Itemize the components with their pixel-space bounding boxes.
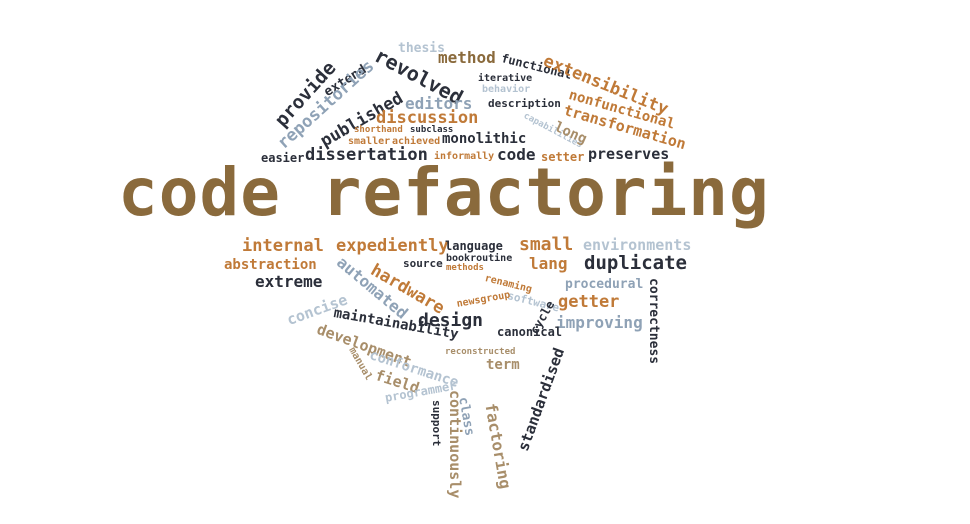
word-procedural: procedural: [565, 277, 644, 292]
word-dissertation: dissertation: [305, 145, 428, 165]
word-small: small: [519, 234, 574, 255]
word-description: description: [488, 97, 561, 110]
word-editors: editors: [405, 94, 473, 113]
word-factoring: factoring: [481, 401, 516, 491]
word-informally: informally: [434, 151, 495, 162]
word-methods: methods: [446, 263, 484, 273]
word-thesis: thesis: [398, 41, 445, 56]
word-setter: setter: [541, 150, 585, 164]
word-achieved: achieved: [392, 136, 441, 147]
word-method: method: [438, 48, 496, 67]
word-subclass: subclass: [410, 125, 454, 135]
title-word: code refactoring: [118, 154, 770, 231]
word-standardised: standardised: [514, 345, 569, 454]
word-design: design: [418, 310, 484, 331]
word-lang: lang: [529, 254, 568, 273]
word-newsgroup: newsgroup: [455, 289, 512, 310]
word-support: support: [430, 400, 443, 447]
word-duplicate: duplicate: [584, 252, 687, 274]
word-canonical: canonical: [497, 325, 563, 339]
word-monolithic: monolithic: [442, 131, 527, 147]
word-expediently: expediently: [336, 236, 449, 256]
word-source: source: [403, 257, 443, 270]
word-smaller: smaller: [348, 136, 391, 147]
word-code: code: [497, 145, 536, 164]
word-term: term: [486, 357, 520, 373]
word-internal: internal: [242, 236, 324, 256]
word-continuously: continuously: [446, 390, 464, 499]
word-discussion: discussion: [376, 108, 479, 128]
word-behavior: behavior: [482, 84, 531, 95]
word-language: language: [445, 239, 503, 253]
word-correctness: correctness: [646, 278, 661, 365]
word-preserves: preserves: [588, 145, 670, 163]
word-getter: getter: [558, 292, 620, 312]
word-environments: environments: [583, 236, 692, 254]
word-iterative: iterative: [478, 73, 533, 84]
word-improving: improving: [556, 313, 643, 332]
word-shorthand: shorthand: [354, 125, 403, 135]
word-easier: easier: [261, 151, 305, 165]
word-abstraction: abstraction: [224, 257, 317, 273]
word-reconstructed: reconstructed: [445, 347, 516, 357]
word-bookroutine: bookroutine: [446, 253, 513, 264]
word-extreme: extreme: [255, 272, 323, 291]
